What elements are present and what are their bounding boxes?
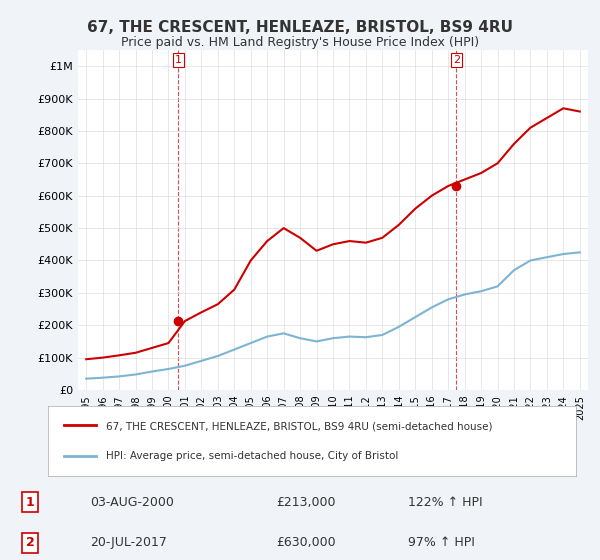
Text: 67, THE CRESCENT, HENLEAZE, BRISTOL, BS9 4RU: 67, THE CRESCENT, HENLEAZE, BRISTOL, BS9… <box>87 20 513 35</box>
Text: 67, THE CRESCENT, HENLEAZE, BRISTOL, BS9 4RU (semi-detached house): 67, THE CRESCENT, HENLEAZE, BRISTOL, BS9… <box>106 422 493 432</box>
Text: 1: 1 <box>175 55 182 65</box>
Text: 97% ↑ HPI: 97% ↑ HPI <box>408 536 475 549</box>
Text: 1: 1 <box>26 496 34 508</box>
Text: £630,000: £630,000 <box>276 536 335 549</box>
Text: 03-AUG-2000: 03-AUG-2000 <box>90 496 174 508</box>
Text: HPI: Average price, semi-detached house, City of Bristol: HPI: Average price, semi-detached house,… <box>106 451 398 461</box>
Text: 2: 2 <box>26 536 34 549</box>
Text: 122% ↑ HPI: 122% ↑ HPI <box>408 496 482 508</box>
Text: £213,000: £213,000 <box>276 496 335 508</box>
Text: 2: 2 <box>453 55 460 65</box>
Text: Price paid vs. HM Land Registry's House Price Index (HPI): Price paid vs. HM Land Registry's House … <box>121 36 479 49</box>
Text: 20-JUL-2017: 20-JUL-2017 <box>90 536 167 549</box>
